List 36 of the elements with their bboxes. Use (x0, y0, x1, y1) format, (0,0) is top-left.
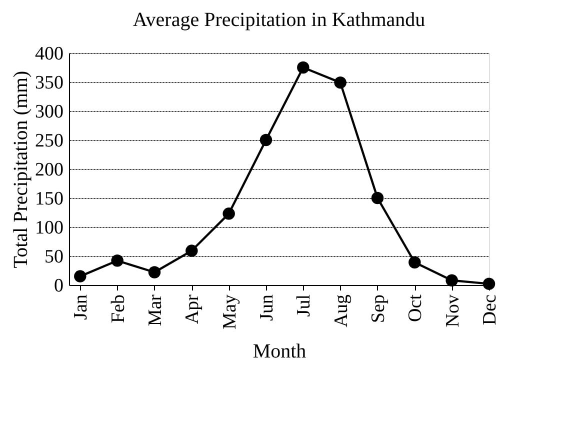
x-tick-label: May (219, 294, 240, 330)
point (222, 208, 235, 220)
point (148, 266, 161, 278)
y-tick-label: 350 (35, 72, 64, 94)
x-tick-label: Jan (70, 294, 92, 320)
point (74, 270, 86, 282)
x-tick-label: Sep (368, 294, 389, 323)
point (371, 192, 384, 204)
x-tick-label: Nov (442, 294, 464, 328)
point (408, 256, 421, 268)
y-tick-label: 50 (44, 246, 64, 268)
y-tick-label: 300 (35, 102, 64, 122)
x-tick-label: Aug (330, 294, 352, 328)
x-tick-label: Apr (182, 294, 204, 324)
x-tick-label: Mar (144, 294, 166, 326)
chart-title: Average Precipitation in Kathmandu (132, 9, 426, 31)
x-tick-label: Oct (405, 294, 426, 322)
y-tick-label: 400 (35, 44, 64, 64)
x-tick-label: Feb (108, 294, 129, 323)
x-tick-label: Jul (294, 294, 315, 317)
y-axis-title: Total Precipitation (mm) (10, 70, 32, 268)
x-axis-title: Month (252, 340, 306, 362)
point (186, 244, 198, 257)
y-tick-label: 0 (54, 276, 64, 296)
y-tick-label: 150 (35, 188, 64, 210)
y-tick-label: 250 (35, 130, 64, 152)
y-tick-label: 200 (35, 160, 64, 180)
point (260, 134, 272, 146)
point (446, 274, 458, 286)
point (482, 278, 496, 290)
y-tick-label: 100 (35, 218, 64, 238)
point (334, 76, 346, 89)
x-tick-label: Jun (256, 294, 278, 321)
point (111, 254, 124, 267)
point (297, 61, 310, 74)
x-tick-label: Dec (480, 294, 500, 326)
